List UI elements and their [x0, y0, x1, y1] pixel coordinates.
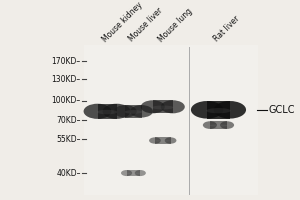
Bar: [127, 170, 140, 176]
Bar: [127, 45, 132, 195]
Bar: [105, 45, 110, 195]
Bar: [175, 45, 179, 195]
Bar: [210, 45, 214, 195]
Ellipse shape: [154, 140, 171, 142]
Bar: [162, 45, 166, 195]
Bar: [210, 121, 227, 129]
Text: GCLC: GCLC: [268, 105, 295, 115]
Text: 130KD–: 130KD–: [51, 75, 81, 84]
Text: 55KD–: 55KD–: [56, 135, 81, 144]
Bar: [171, 45, 175, 195]
Bar: [92, 45, 97, 195]
Bar: [114, 45, 118, 195]
Ellipse shape: [97, 110, 117, 114]
Bar: [140, 45, 145, 195]
Bar: [214, 45, 219, 195]
Bar: [254, 45, 258, 195]
Bar: [227, 45, 232, 195]
Bar: [123, 45, 127, 195]
Ellipse shape: [209, 124, 228, 127]
Text: 70KD–: 70KD–: [56, 116, 81, 125]
Bar: [245, 45, 249, 195]
Bar: [197, 45, 201, 195]
Bar: [201, 45, 206, 195]
Text: 40KD–: 40KD–: [56, 169, 81, 178]
Bar: [84, 45, 258, 195]
Ellipse shape: [141, 100, 165, 113]
Bar: [118, 45, 123, 195]
Bar: [236, 45, 241, 195]
Bar: [153, 45, 158, 195]
Text: 170KD–: 170KD–: [51, 57, 81, 66]
Ellipse shape: [130, 105, 153, 118]
Bar: [167, 45, 171, 195]
Text: Mouse liver: Mouse liver: [127, 6, 164, 44]
Text: Rat liver: Rat liver: [212, 15, 242, 44]
Bar: [125, 105, 142, 118]
Ellipse shape: [152, 105, 173, 109]
Text: Mouse lung: Mouse lung: [156, 6, 194, 44]
Bar: [149, 45, 153, 195]
Ellipse shape: [220, 121, 234, 129]
Ellipse shape: [149, 137, 161, 144]
Text: Mouse kidney: Mouse kidney: [101, 0, 144, 44]
Ellipse shape: [161, 100, 185, 113]
Bar: [84, 45, 88, 195]
Ellipse shape: [214, 101, 246, 119]
Bar: [219, 45, 223, 195]
Bar: [158, 45, 162, 195]
Ellipse shape: [165, 137, 176, 144]
Ellipse shape: [125, 110, 142, 114]
Bar: [179, 45, 184, 195]
Bar: [153, 100, 173, 113]
Ellipse shape: [114, 105, 137, 118]
Bar: [101, 45, 105, 195]
Bar: [206, 45, 210, 195]
Bar: [98, 104, 117, 119]
Bar: [88, 45, 92, 195]
Ellipse shape: [206, 108, 231, 113]
Ellipse shape: [135, 170, 146, 176]
Ellipse shape: [84, 104, 111, 119]
Bar: [207, 101, 230, 119]
Bar: [145, 45, 149, 195]
Bar: [223, 45, 227, 195]
Bar: [241, 45, 245, 195]
Bar: [188, 45, 193, 195]
Text: 100KD–: 100KD–: [51, 96, 81, 105]
Bar: [155, 137, 171, 144]
Bar: [136, 45, 140, 195]
Ellipse shape: [203, 121, 217, 129]
Ellipse shape: [121, 170, 132, 176]
Bar: [193, 45, 197, 195]
Bar: [184, 45, 188, 195]
Ellipse shape: [126, 172, 141, 174]
Bar: [232, 45, 236, 195]
Bar: [110, 45, 114, 195]
Bar: [249, 45, 254, 195]
Bar: [132, 45, 136, 195]
Ellipse shape: [103, 104, 130, 119]
Ellipse shape: [191, 101, 223, 119]
Bar: [97, 45, 101, 195]
